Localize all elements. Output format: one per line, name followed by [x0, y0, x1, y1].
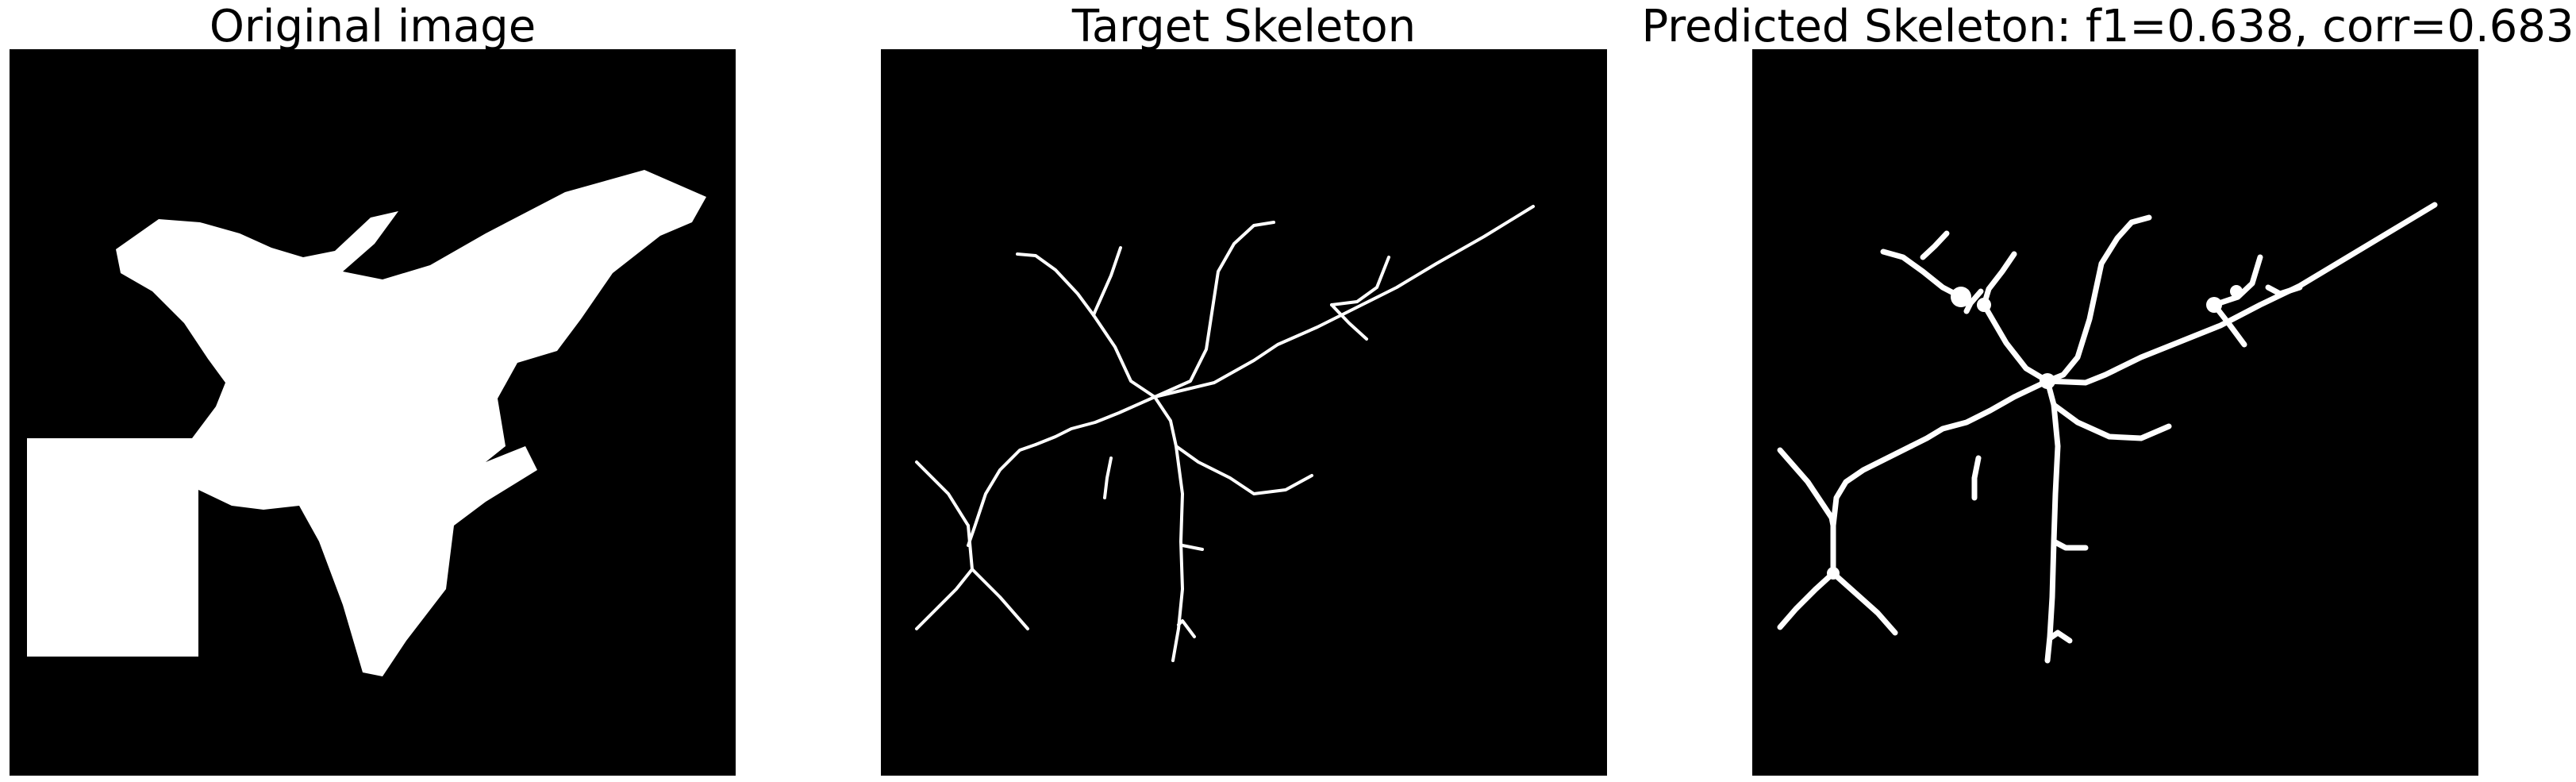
- target-skeleton-drawing: [881, 49, 1607, 776]
- target-skeleton-panel: Target Skeleton: [873, 0, 1746, 782]
- predicted-skeleton-drawing: [1752, 49, 2478, 776]
- predicted-skeleton-title: Predicted Skeleton: f1=0.638, corr=0.683: [1641, 1, 2574, 52]
- airplane-silhouette: [10, 49, 736, 776]
- predicted-skeleton-panel: Predicted Skeleton: f1=0.638, corr=0.683: [1641, 0, 2576, 782]
- original-image-panel: Original image: [0, 0, 873, 782]
- original-image: [10, 49, 736, 776]
- target-skeleton-title: Target Skeleton: [1071, 1, 1417, 52]
- original-image-title: Original image: [209, 1, 536, 52]
- predicted-skeleton-image: [1752, 49, 2478, 776]
- target-skeleton-image: [881, 49, 1607, 776]
